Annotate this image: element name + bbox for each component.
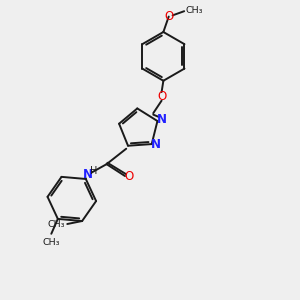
Text: O: O bbox=[157, 90, 166, 103]
Text: H: H bbox=[90, 166, 97, 176]
Text: CH₃: CH₃ bbox=[43, 238, 60, 247]
Text: O: O bbox=[164, 10, 173, 23]
Text: N: N bbox=[83, 168, 93, 181]
Text: O: O bbox=[124, 169, 133, 183]
Text: N: N bbox=[151, 138, 161, 151]
Text: CH₃: CH₃ bbox=[47, 220, 65, 229]
Text: CH₃: CH₃ bbox=[186, 6, 203, 15]
Text: N: N bbox=[157, 113, 166, 126]
